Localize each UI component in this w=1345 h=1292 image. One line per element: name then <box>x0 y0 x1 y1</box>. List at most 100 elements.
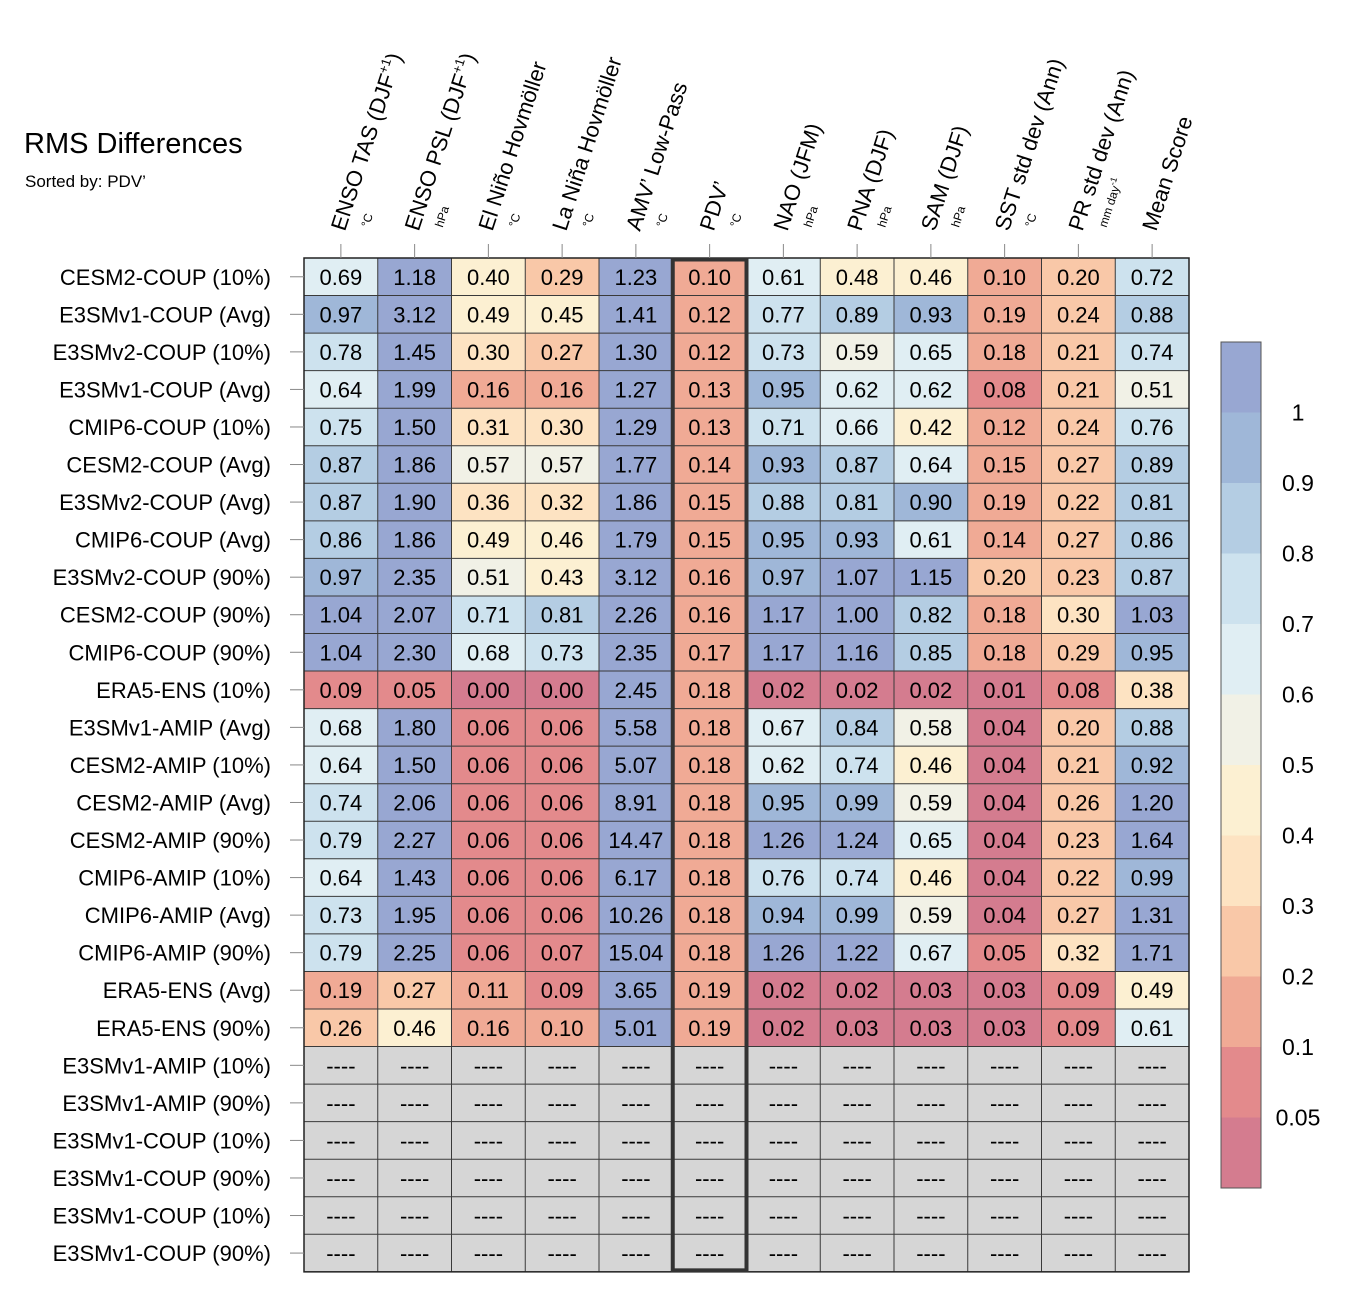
cell-value: 0.19 <box>688 978 731 1003</box>
cell-value: 3.65 <box>614 978 657 1003</box>
heatmap-cell <box>894 933 968 972</box>
heatmap-cell <box>894 746 968 784</box>
cell-value: 2.06 <box>393 790 436 815</box>
column-unit: °C <box>506 211 524 228</box>
heatmap-cell <box>525 333 599 371</box>
heatmap-cell <box>967 933 1042 972</box>
heatmap-cell <box>525 1159 599 1197</box>
cell-value: 0.74 <box>836 866 879 891</box>
cell-value: 0.00 <box>541 678 584 703</box>
heatmap-cell <box>304 746 378 784</box>
heatmap-cell <box>451 896 526 934</box>
heatmap-cell <box>746 558 821 596</box>
heatmap-cell <box>672 1009 747 1047</box>
heatmap-cell <box>672 520 747 559</box>
row-label: E3SMv2-COUP (10%) <box>53 340 271 365</box>
cell-value: ---- <box>769 1241 798 1266</box>
heatmap-cell <box>599 933 673 972</box>
colorbar-tick-label: 0.4 <box>1282 823 1314 849</box>
cell-value: 0.04 <box>983 866 1026 891</box>
heatmap-cell <box>1041 595 1116 634</box>
cell-value: 0.87 <box>319 490 362 515</box>
cell-value: 1.03 <box>1131 603 1174 628</box>
heatmap-cell <box>967 558 1042 596</box>
colorbar-segment <box>1221 1047 1261 1118</box>
heatmap-cell <box>304 933 378 972</box>
cell-value: ---- <box>1064 1204 1093 1229</box>
cell-value: 0.06 <box>467 941 510 966</box>
heatmap-cell <box>820 858 894 897</box>
cell-value: 0.10 <box>688 265 731 290</box>
heatmap-cell <box>525 258 599 296</box>
heatmap-cell <box>820 1196 894 1235</box>
row-label: E3SMv1-COUP (Avg) <box>59 302 271 327</box>
cell-value: 0.18 <box>688 903 731 928</box>
cell-value: 1.04 <box>319 603 362 628</box>
cell-value: 0.36 <box>467 490 510 515</box>
heatmap-cell <box>894 520 968 559</box>
colorbar-segment <box>1221 412 1261 483</box>
heatmap-cell <box>451 633 526 672</box>
cell-value: 0.18 <box>688 828 731 853</box>
cell-value: 0.78 <box>319 340 362 365</box>
cell-value: 0.62 <box>836 377 879 402</box>
cell-value: 1.17 <box>762 640 805 665</box>
cell-value: ---- <box>842 1128 871 1153</box>
cell-value: 0.99 <box>836 903 879 928</box>
row-label: E3SMv1-COUP (Avg) <box>59 377 271 402</box>
colorbar-tick-label: 0.1 <box>1282 1034 1314 1060</box>
heatmap-cell <box>894 1084 968 1122</box>
cell-value: 0.32 <box>541 490 584 515</box>
cell-value: ---- <box>990 1091 1019 1116</box>
heatmap-cell <box>377 370 452 409</box>
heatmap-cell <box>1115 1009 1189 1047</box>
cell-value: ---- <box>990 1053 1019 1078</box>
cell-value: 2.35 <box>614 640 657 665</box>
cell-value: ---- <box>990 1166 1019 1191</box>
cell-value: 0.15 <box>983 453 1026 478</box>
column-header: La Niña Hovmöller <box>547 54 627 234</box>
cell-value: 0.09 <box>319 678 362 703</box>
column-header: ENSO TAS (DJF+1) <box>325 49 407 233</box>
row-label: CESM2-COUP (Avg) <box>66 453 271 478</box>
heatmap-cell <box>672 896 747 934</box>
cell-value: 0.97 <box>762 565 805 590</box>
heatmap-cell <box>1041 1234 1116 1272</box>
cell-value: 2.07 <box>393 603 436 628</box>
cell-value: ---- <box>547 1091 576 1116</box>
heatmap-cell <box>967 633 1042 672</box>
heatmap-cell <box>1115 408 1189 446</box>
heatmap-cell <box>304 1234 378 1272</box>
heatmap-cell <box>672 595 747 634</box>
heatmap-cell <box>967 746 1042 784</box>
cell-value: 0.49 <box>467 302 510 327</box>
heatmap-cell <box>525 595 599 634</box>
heatmap-cell <box>304 258 378 296</box>
heatmap-cell <box>746 520 821 559</box>
heatmap-cell <box>304 520 378 559</box>
heatmap-cell <box>1041 258 1116 296</box>
cell-value: 0.76 <box>762 866 805 891</box>
heatmap-cell <box>451 1159 526 1197</box>
heatmap-cell <box>894 708 968 747</box>
heatmap-cell <box>672 671 747 709</box>
heatmap-cell <box>672 558 747 596</box>
heatmap-cell <box>820 595 894 634</box>
cell-value: 0.22 <box>1057 866 1100 891</box>
cell-value: 0.62 <box>762 753 805 778</box>
cell-value: 0.27 <box>1057 903 1100 928</box>
cell-value: 0.68 <box>319 715 362 740</box>
heatmap-cell <box>377 821 452 859</box>
cell-value: 0.16 <box>467 1016 510 1041</box>
cell-value: 1.27 <box>614 377 657 402</box>
heatmap-cell <box>894 258 968 296</box>
heatmap-cell <box>599 671 673 709</box>
cell-value: 0.93 <box>836 528 879 553</box>
heatmap-cell <box>820 1234 894 1272</box>
heatmap-cell <box>746 671 821 709</box>
cell-value: ---- <box>547 1241 576 1266</box>
heatmap-cell <box>1041 1196 1116 1235</box>
heatmap-cell <box>304 821 378 859</box>
heatmap-cell <box>451 933 526 972</box>
heatmap-cell <box>1115 671 1189 709</box>
